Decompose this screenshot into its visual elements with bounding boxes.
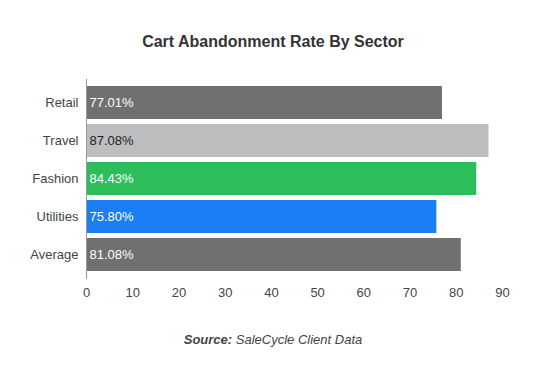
svg-text:30: 30 (218, 285, 232, 300)
svg-text:10: 10 (125, 285, 139, 300)
svg-text:0: 0 (83, 285, 90, 300)
svg-text:Travel: Travel (43, 133, 79, 148)
svg-text:Utilities: Utilities (37, 209, 79, 224)
svg-text:Fashion: Fashion (32, 171, 78, 186)
svg-text:87.08%: 87.08% (90, 133, 135, 148)
svg-text:81.08%: 81.08% (90, 247, 135, 262)
svg-text:84.43%: 84.43% (90, 171, 135, 186)
svg-text:70: 70 (403, 285, 417, 300)
svg-text:77.01%: 77.01% (90, 95, 135, 110)
html-text:Cart Abandonment Rate By Secto: Cart Abandonment Rate By Sector (142, 33, 404, 50)
svg-text:50: 50 (310, 285, 324, 300)
svg-text:90: 90 (495, 285, 509, 300)
html-text:Source: SaleCycle Client Data: Source: SaleCycle Client Data (183, 332, 363, 347)
svg-text:40: 40 (264, 285, 278, 300)
svg-text:Average: Average (30, 247, 78, 262)
svg-text:Retail: Retail (45, 95, 78, 110)
svg-text:75.80%: 75.80% (90, 209, 135, 224)
svg-text:20: 20 (172, 285, 186, 300)
svg-text:60: 60 (357, 285, 371, 300)
svg-text:80: 80 (449, 285, 463, 300)
